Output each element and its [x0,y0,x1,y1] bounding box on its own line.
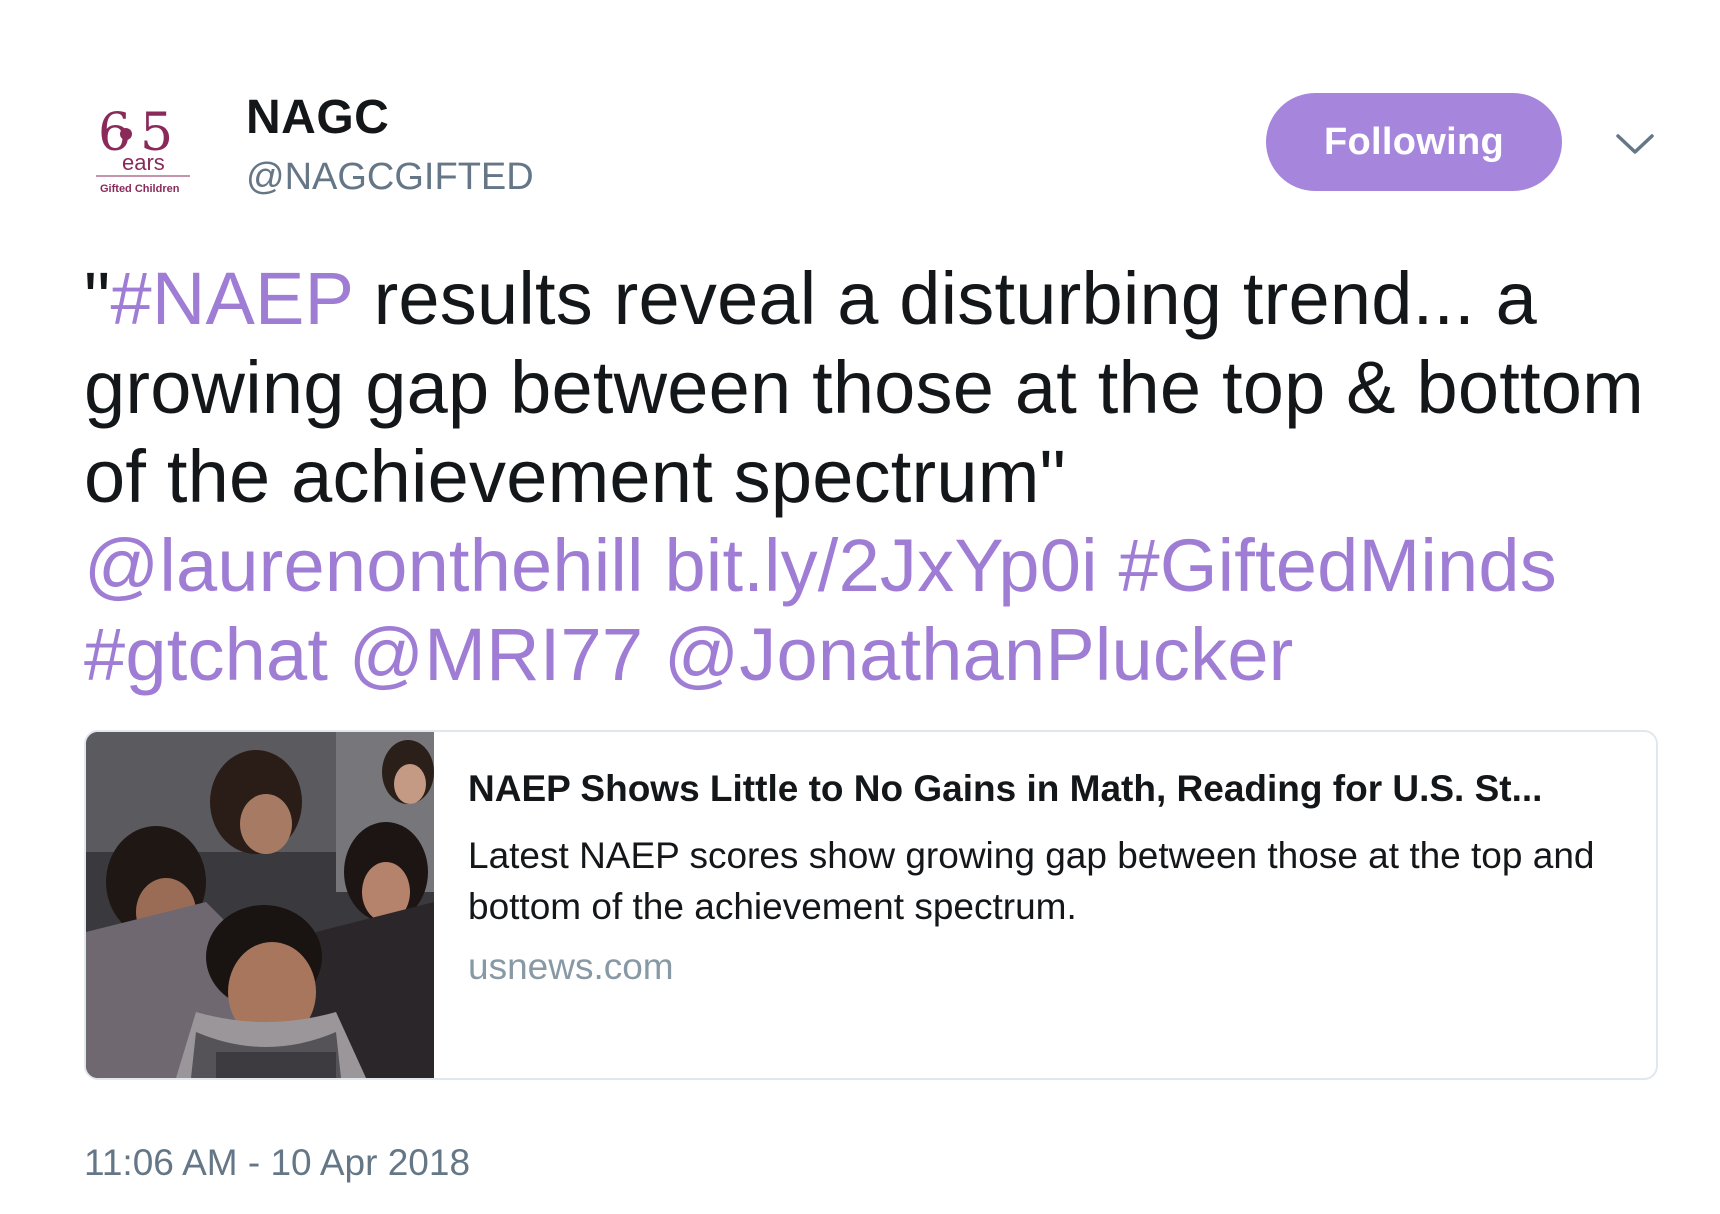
avatar[interactable]: 6 5 ears Gifted Children [92,100,198,204]
hashtag-link[interactable]: #NAEP [110,257,353,340]
url-link[interactable]: bit.ly/2JxYp0i [664,524,1098,607]
mention-link[interactable]: @JonathanPlucker [663,613,1294,696]
author-name[interactable]: NAGC [246,91,390,144]
card-domain: usnews.com [468,946,674,987]
chevron-down-icon[interactable] [1612,126,1658,160]
students-at-laptops-photo [86,732,434,1078]
following-button[interactable]: Following [1266,93,1562,191]
tweet-text-segment: results reveal a disturbing trend... a g… [84,257,1644,518]
link-card[interactable]: NAEP Shows Little to No Gains in Math, R… [84,730,1658,1080]
mention-link[interactable]: @MRI77 [348,613,644,696]
author-handle[interactable]: @NAGCGIFTED [246,156,534,198]
hashtag-link[interactable]: #gtchat [84,613,329,696]
svg-text:ears: ears [122,150,165,175]
svg-text:5: 5 [140,103,173,163]
tweet-timestamp[interactable]: 11:06 AM - 10 Apr 2018 [84,1142,471,1183]
tweet-text-segment [644,524,665,607]
tweet-text: "#NAEP results reveal a disturbing trend… [84,254,1644,699]
tweet-text-segment [328,613,349,696]
tweet-text-segment [643,613,664,696]
mention-link[interactable]: @laurenonthehill [84,524,644,607]
hashtag-link[interactable]: #GiftedMinds [1118,524,1557,607]
card-title[interactable]: NAEP Shows Little to No Gains in Math, R… [468,768,1543,809]
tweet-text-segment: " [84,257,111,340]
tweet-text-segment [1098,524,1119,607]
svg-text:Gifted Children: Gifted Children [100,183,180,195]
card-description: Latest NAEP scores show growing gap betw… [468,835,1595,927]
nagc-65-years-logo-icon: 6 5 ears Gifted Children [96,103,190,195]
